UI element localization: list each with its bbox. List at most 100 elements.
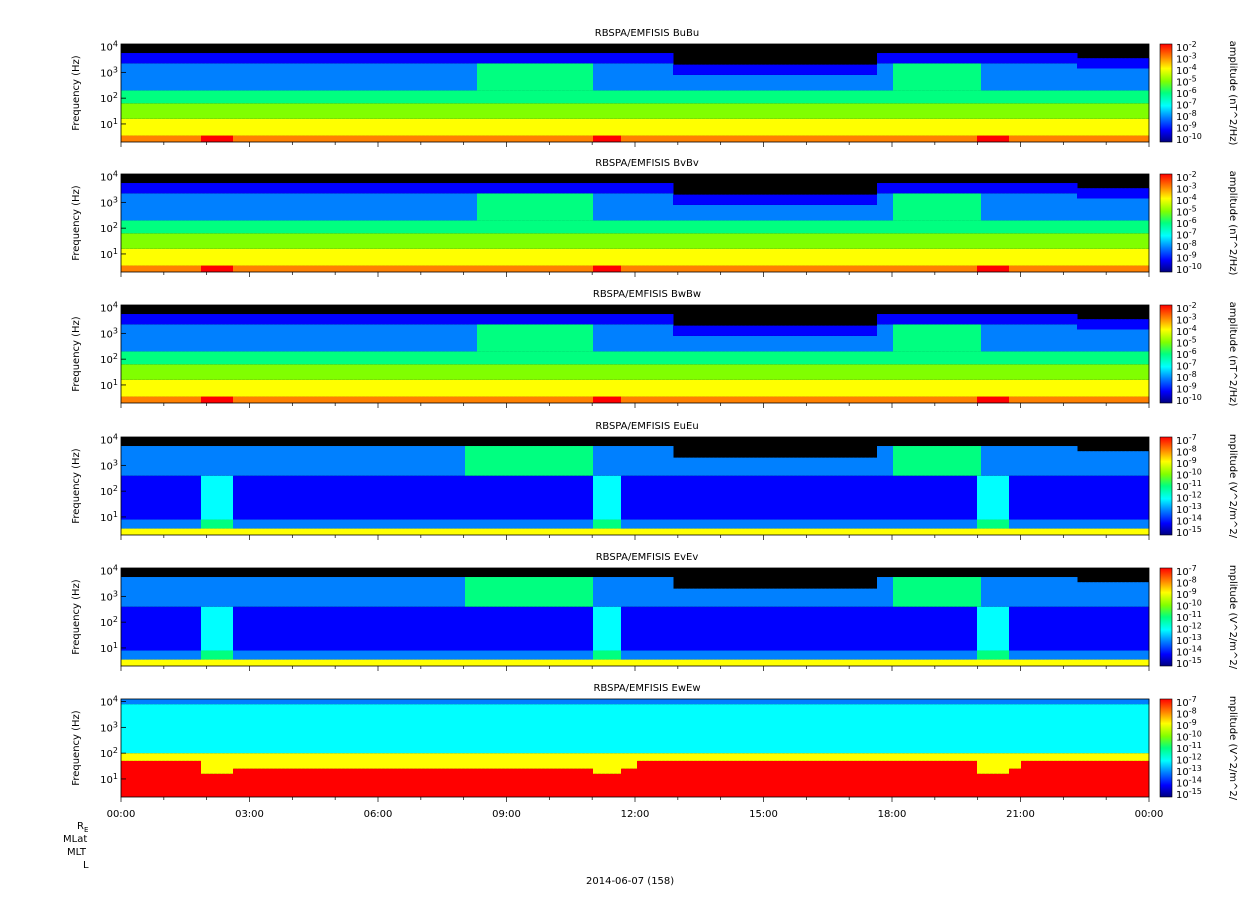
- spectrogram-cell: [897, 248, 902, 266]
- spectrogram-cell: [133, 528, 138, 535]
- spectrogram-cell: [901, 63, 906, 91]
- spectrogram-cell: [169, 63, 174, 91]
- spectrogram-cell: [797, 248, 802, 266]
- spectrogram-cell: [613, 324, 618, 352]
- spectrogram-cell: [653, 248, 658, 266]
- spectrogram-cell: [721, 220, 726, 234]
- spectrogram-cell: [217, 53, 222, 64]
- spectrogram-cell: [893, 220, 898, 234]
- spectrogram-cell: [121, 53, 126, 64]
- spectrogram-cell: [585, 193, 590, 221]
- spectrogram-cell: [905, 63, 910, 91]
- spectrogram-cell: [177, 475, 182, 520]
- spectrogram-cell: [337, 90, 342, 104]
- spectrogram-cell: [341, 364, 346, 380]
- spectrogram-cell: [1105, 379, 1110, 397]
- spectrogram-cell: [501, 379, 506, 397]
- spectrogram-cell: [777, 233, 782, 249]
- spectrogram-cell: [265, 183, 270, 194]
- spectrogram-cell: [381, 233, 386, 249]
- spectrogram-cell: [981, 324, 986, 352]
- spectrogram-cell: [1045, 183, 1050, 194]
- spectrogram-cell: [161, 364, 166, 380]
- spectrogram-cell: [729, 233, 734, 249]
- spectrogram-cell: [413, 220, 418, 234]
- spectrogram-cell: [169, 351, 174, 365]
- spectrogram-cell: [373, 63, 378, 91]
- spectrogram-cell: [805, 118, 810, 136]
- spectrogram-cell: [685, 220, 690, 234]
- spectrogram-cell: [713, 194, 718, 205]
- spectrogram-cell: [265, 248, 270, 266]
- spectrogram-cell: [285, 519, 290, 529]
- spectrogram-cell: [541, 396, 546, 403]
- spectrogram-cell: [481, 233, 486, 249]
- spectrogram-cell: [593, 90, 598, 104]
- spectrogram-cell: [697, 265, 702, 272]
- spectrogram-cell: [1053, 220, 1058, 234]
- spectrogram-cell: [589, 248, 594, 266]
- spectrogram-cell: [237, 135, 242, 142]
- spectrogram-cell: [309, 103, 314, 119]
- spectrogram-cell: [1033, 233, 1038, 249]
- spectrogram-cell: [193, 364, 198, 380]
- spectrogram-cell: [685, 103, 690, 119]
- spectrogram-cell: [717, 248, 722, 266]
- spectrogram-cell: [493, 53, 498, 64]
- spectrogram-cell: [709, 103, 714, 119]
- spectrogram-cell: [573, 248, 578, 266]
- spectrogram-cell: [325, 475, 330, 520]
- spectrogram-cell: [953, 103, 958, 119]
- spectrogram-cell: [849, 90, 854, 104]
- spectrogram-cell: [449, 265, 454, 272]
- spectrogram-cell: [1105, 248, 1110, 266]
- spectrogram-cell: [921, 265, 926, 272]
- spectrogram-cell: [185, 135, 190, 142]
- panel-title: RBSPA/EMFISIS BvBv: [595, 158, 699, 169]
- spectrogram-cell: [1029, 103, 1034, 119]
- spectrogram-cell: [425, 265, 430, 272]
- spectrogram-cell: [177, 183, 182, 194]
- spectrogram-cell: [761, 220, 766, 234]
- spectrogram-cell: [1005, 265, 1010, 272]
- spectrogram-cell: [145, 314, 150, 325]
- spectrogram-cell: [429, 351, 434, 365]
- spectrogram-cell: [693, 335, 698, 352]
- spectrogram-cell: [357, 183, 362, 194]
- spectrogram-cell: [297, 135, 302, 142]
- spectrogram-cell: [685, 194, 690, 205]
- spectrogram-cell: [137, 528, 142, 535]
- spectrogram-cell: [253, 379, 258, 397]
- spectrogram-cell: [637, 220, 642, 234]
- spectrogram-cell: [313, 90, 318, 104]
- spectrogram-cell: [561, 53, 566, 64]
- spectrogram-cell: [981, 118, 986, 136]
- spectrogram-cell: [713, 351, 718, 365]
- spectrogram-cell: [353, 103, 358, 119]
- spectrogram-cell: [185, 103, 190, 119]
- spectrogram-cell: [405, 379, 410, 397]
- spectrogram-cell: [181, 233, 186, 249]
- spectrogram-cell: [717, 396, 722, 403]
- spectrogram-cell: [537, 63, 542, 91]
- spectrogram-cell: [769, 325, 774, 336]
- spectrogram-cell: [1145, 118, 1150, 136]
- spectrogram-cell: [925, 118, 930, 136]
- spectrogram-cell: [225, 364, 230, 380]
- spectrogram-cell: [1121, 248, 1126, 266]
- spectrogram-cell: [509, 314, 514, 325]
- spectrogram-cell: [1085, 379, 1090, 397]
- spectrogram-cell: [1065, 193, 1070, 221]
- spectrogram-cell: [381, 53, 386, 64]
- spectrogram-cell: [797, 351, 802, 365]
- spectrogram-cell: [889, 183, 894, 194]
- spectrogram-cell: [685, 90, 690, 104]
- spectrogram-cell: [641, 118, 646, 136]
- spectrogram-cell: [301, 63, 306, 91]
- spectrogram-cell: [453, 379, 458, 397]
- spectrogram-cell: [769, 335, 774, 352]
- spectrogram-cell: [209, 324, 214, 352]
- spectrogram-cell: [937, 135, 942, 142]
- spectrogram-cell: [965, 193, 970, 221]
- spectrogram-cell: [1001, 63, 1006, 91]
